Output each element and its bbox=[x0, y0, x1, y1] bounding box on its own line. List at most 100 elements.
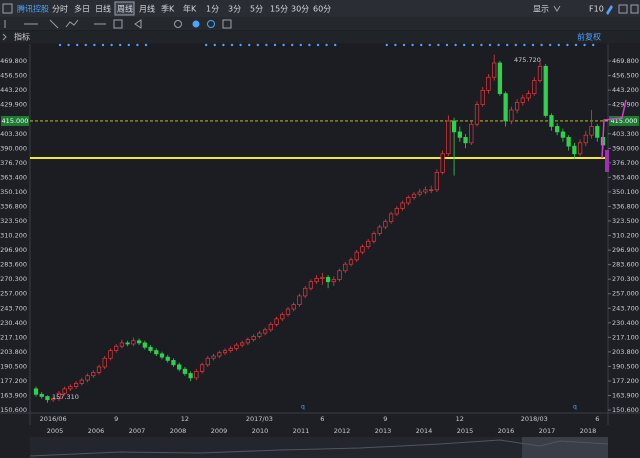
navigator-year[interactable]: 2005 bbox=[47, 427, 64, 435]
navigator-year[interactable]: 2006 bbox=[88, 427, 105, 435]
layout-icon[interactable] bbox=[618, 4, 628, 14]
navigator-year[interactable]: 2009 bbox=[211, 427, 228, 435]
indicator-label[interactable]: 指标 bbox=[14, 32, 30, 42]
candle-body bbox=[171, 360, 176, 366]
candle-body bbox=[331, 279, 336, 283]
candle-body bbox=[291, 304, 296, 310]
candle-body bbox=[532, 80, 537, 94]
event-dot bbox=[67, 43, 70, 47]
candle-body bbox=[595, 126, 600, 138]
candle-body bbox=[577, 142, 583, 155]
candle-body bbox=[73, 383, 79, 387]
candle-body bbox=[406, 197, 411, 204]
period-tab[interactable]: 5分 bbox=[250, 5, 263, 14]
event-marker[interactable]: q bbox=[573, 404, 577, 411]
event-dot bbox=[488, 43, 492, 47]
x-tick-label: 2016/06 bbox=[40, 415, 67, 423]
menu-icon[interactable] bbox=[2, 3, 13, 14]
event-dot bbox=[394, 43, 397, 47]
event-dot bbox=[239, 43, 242, 47]
stock-name[interactable]: 腾讯控股 bbox=[17, 4, 49, 14]
y-tick-label-left: 350.100 bbox=[0, 188, 27, 196]
tool-icon[interactable] bbox=[65, 19, 79, 28]
candle-body bbox=[366, 240, 371, 248]
y-tick-label-left: 456.500 bbox=[0, 72, 27, 80]
period-tab[interactable]: 日线 bbox=[95, 4, 111, 14]
navigator-year[interactable]: 2015 bbox=[457, 427, 474, 435]
event-marker[interactable]: q bbox=[301, 404, 305, 411]
y-tick-label: 390.000 bbox=[612, 144, 639, 152]
y-tick-label: 217.100 bbox=[612, 333, 639, 341]
navigator-window[interactable] bbox=[522, 437, 608, 458]
candle-body bbox=[257, 332, 262, 337]
y-tick-label-left: 363.400 bbox=[0, 173, 27, 181]
event-dot bbox=[291, 43, 294, 47]
candle-body bbox=[371, 233, 377, 242]
expand-icon bbox=[2, 33, 7, 41]
candle-body bbox=[394, 208, 399, 215]
period-tab[interactable]: 15分 bbox=[270, 5, 288, 14]
event-dot bbox=[316, 43, 320, 47]
period-tab[interactable]: 1分 bbox=[206, 5, 219, 14]
period-tab[interactable]: 年K bbox=[183, 4, 197, 14]
event-dot bbox=[506, 43, 509, 47]
candle-body bbox=[108, 350, 113, 359]
period-tab[interactable]: 30分 bbox=[291, 5, 309, 14]
period-tab[interactable]: 周线 bbox=[117, 4, 133, 14]
navigator-year[interactable]: 2016 bbox=[498, 427, 515, 435]
event-dot bbox=[480, 43, 483, 47]
event-dot bbox=[385, 43, 388, 47]
candle-body bbox=[79, 379, 84, 384]
y-tick-label-left: 230.400 bbox=[0, 319, 27, 327]
x-tick-label: 12 bbox=[456, 415, 464, 423]
y-tick-label: 177.200 bbox=[612, 377, 639, 385]
navigator-year[interactable]: 2012 bbox=[334, 427, 351, 435]
candle-body bbox=[39, 393, 44, 397]
period-tab[interactable]: 月线 bbox=[139, 4, 155, 14]
event-dot bbox=[557, 43, 560, 47]
navigator bbox=[30, 437, 608, 458]
candle-body bbox=[583, 134, 588, 144]
event-dot bbox=[265, 43, 268, 47]
tool-icon[interactable] bbox=[113, 19, 123, 29]
navigator-year[interactable]: 2014 bbox=[416, 427, 433, 435]
pen-icon[interactable] bbox=[606, 5, 613, 15]
tool-icon[interactable] bbox=[174, 20, 182, 28]
candle-body bbox=[434, 171, 440, 191]
magnet-icon[interactable] bbox=[192, 20, 200, 28]
candle-body bbox=[360, 246, 365, 253]
event-dot bbox=[523, 43, 526, 47]
navigator-year[interactable]: 2017 bbox=[539, 427, 556, 435]
navigator-year[interactable]: 2011 bbox=[293, 427, 310, 435]
event-dot bbox=[428, 43, 431, 47]
adjust-mode[interactable]: 前复权 bbox=[577, 32, 601, 42]
event-dot bbox=[273, 43, 277, 47]
tool-icon[interactable] bbox=[134, 19, 142, 29]
tool-icon[interactable] bbox=[49, 19, 59, 29]
y-tick-label-left: 336.800 bbox=[0, 202, 27, 210]
candle-body bbox=[303, 287, 308, 297]
navigator-year[interactable]: 2010 bbox=[252, 427, 269, 435]
event-dot bbox=[84, 43, 88, 47]
navigator-year[interactable]: 2007 bbox=[129, 427, 146, 435]
y-tick-label: 310.200 bbox=[612, 232, 639, 240]
event-dot bbox=[334, 43, 337, 47]
candle-body bbox=[589, 126, 594, 136]
y-tick-label-left: 390.000 bbox=[0, 144, 27, 152]
candle-body bbox=[429, 189, 434, 191]
display-menu[interactable]: 显示 bbox=[533, 5, 549, 14]
window-icon[interactable] bbox=[630, 4, 639, 14]
period-tab[interactable]: 3分 bbox=[228, 5, 241, 14]
candle-body bbox=[245, 339, 251, 344]
navigator-year[interactable]: 2018 bbox=[580, 427, 597, 435]
period-tab[interactable]: 分时 bbox=[52, 4, 68, 14]
navigator-year[interactable]: 2013 bbox=[375, 427, 392, 435]
period-tab[interactable]: 60分 bbox=[313, 5, 331, 14]
f10-button[interactable]: F10 bbox=[589, 5, 604, 14]
tool-icon[interactable] bbox=[222, 19, 232, 29]
eye-icon[interactable] bbox=[207, 20, 215, 28]
period-tab[interactable]: 季K bbox=[161, 4, 175, 14]
period-tab[interactable]: 多日 bbox=[74, 4, 90, 14]
candle-body bbox=[222, 350, 228, 354]
navigator-year[interactable]: 2008 bbox=[170, 427, 187, 435]
